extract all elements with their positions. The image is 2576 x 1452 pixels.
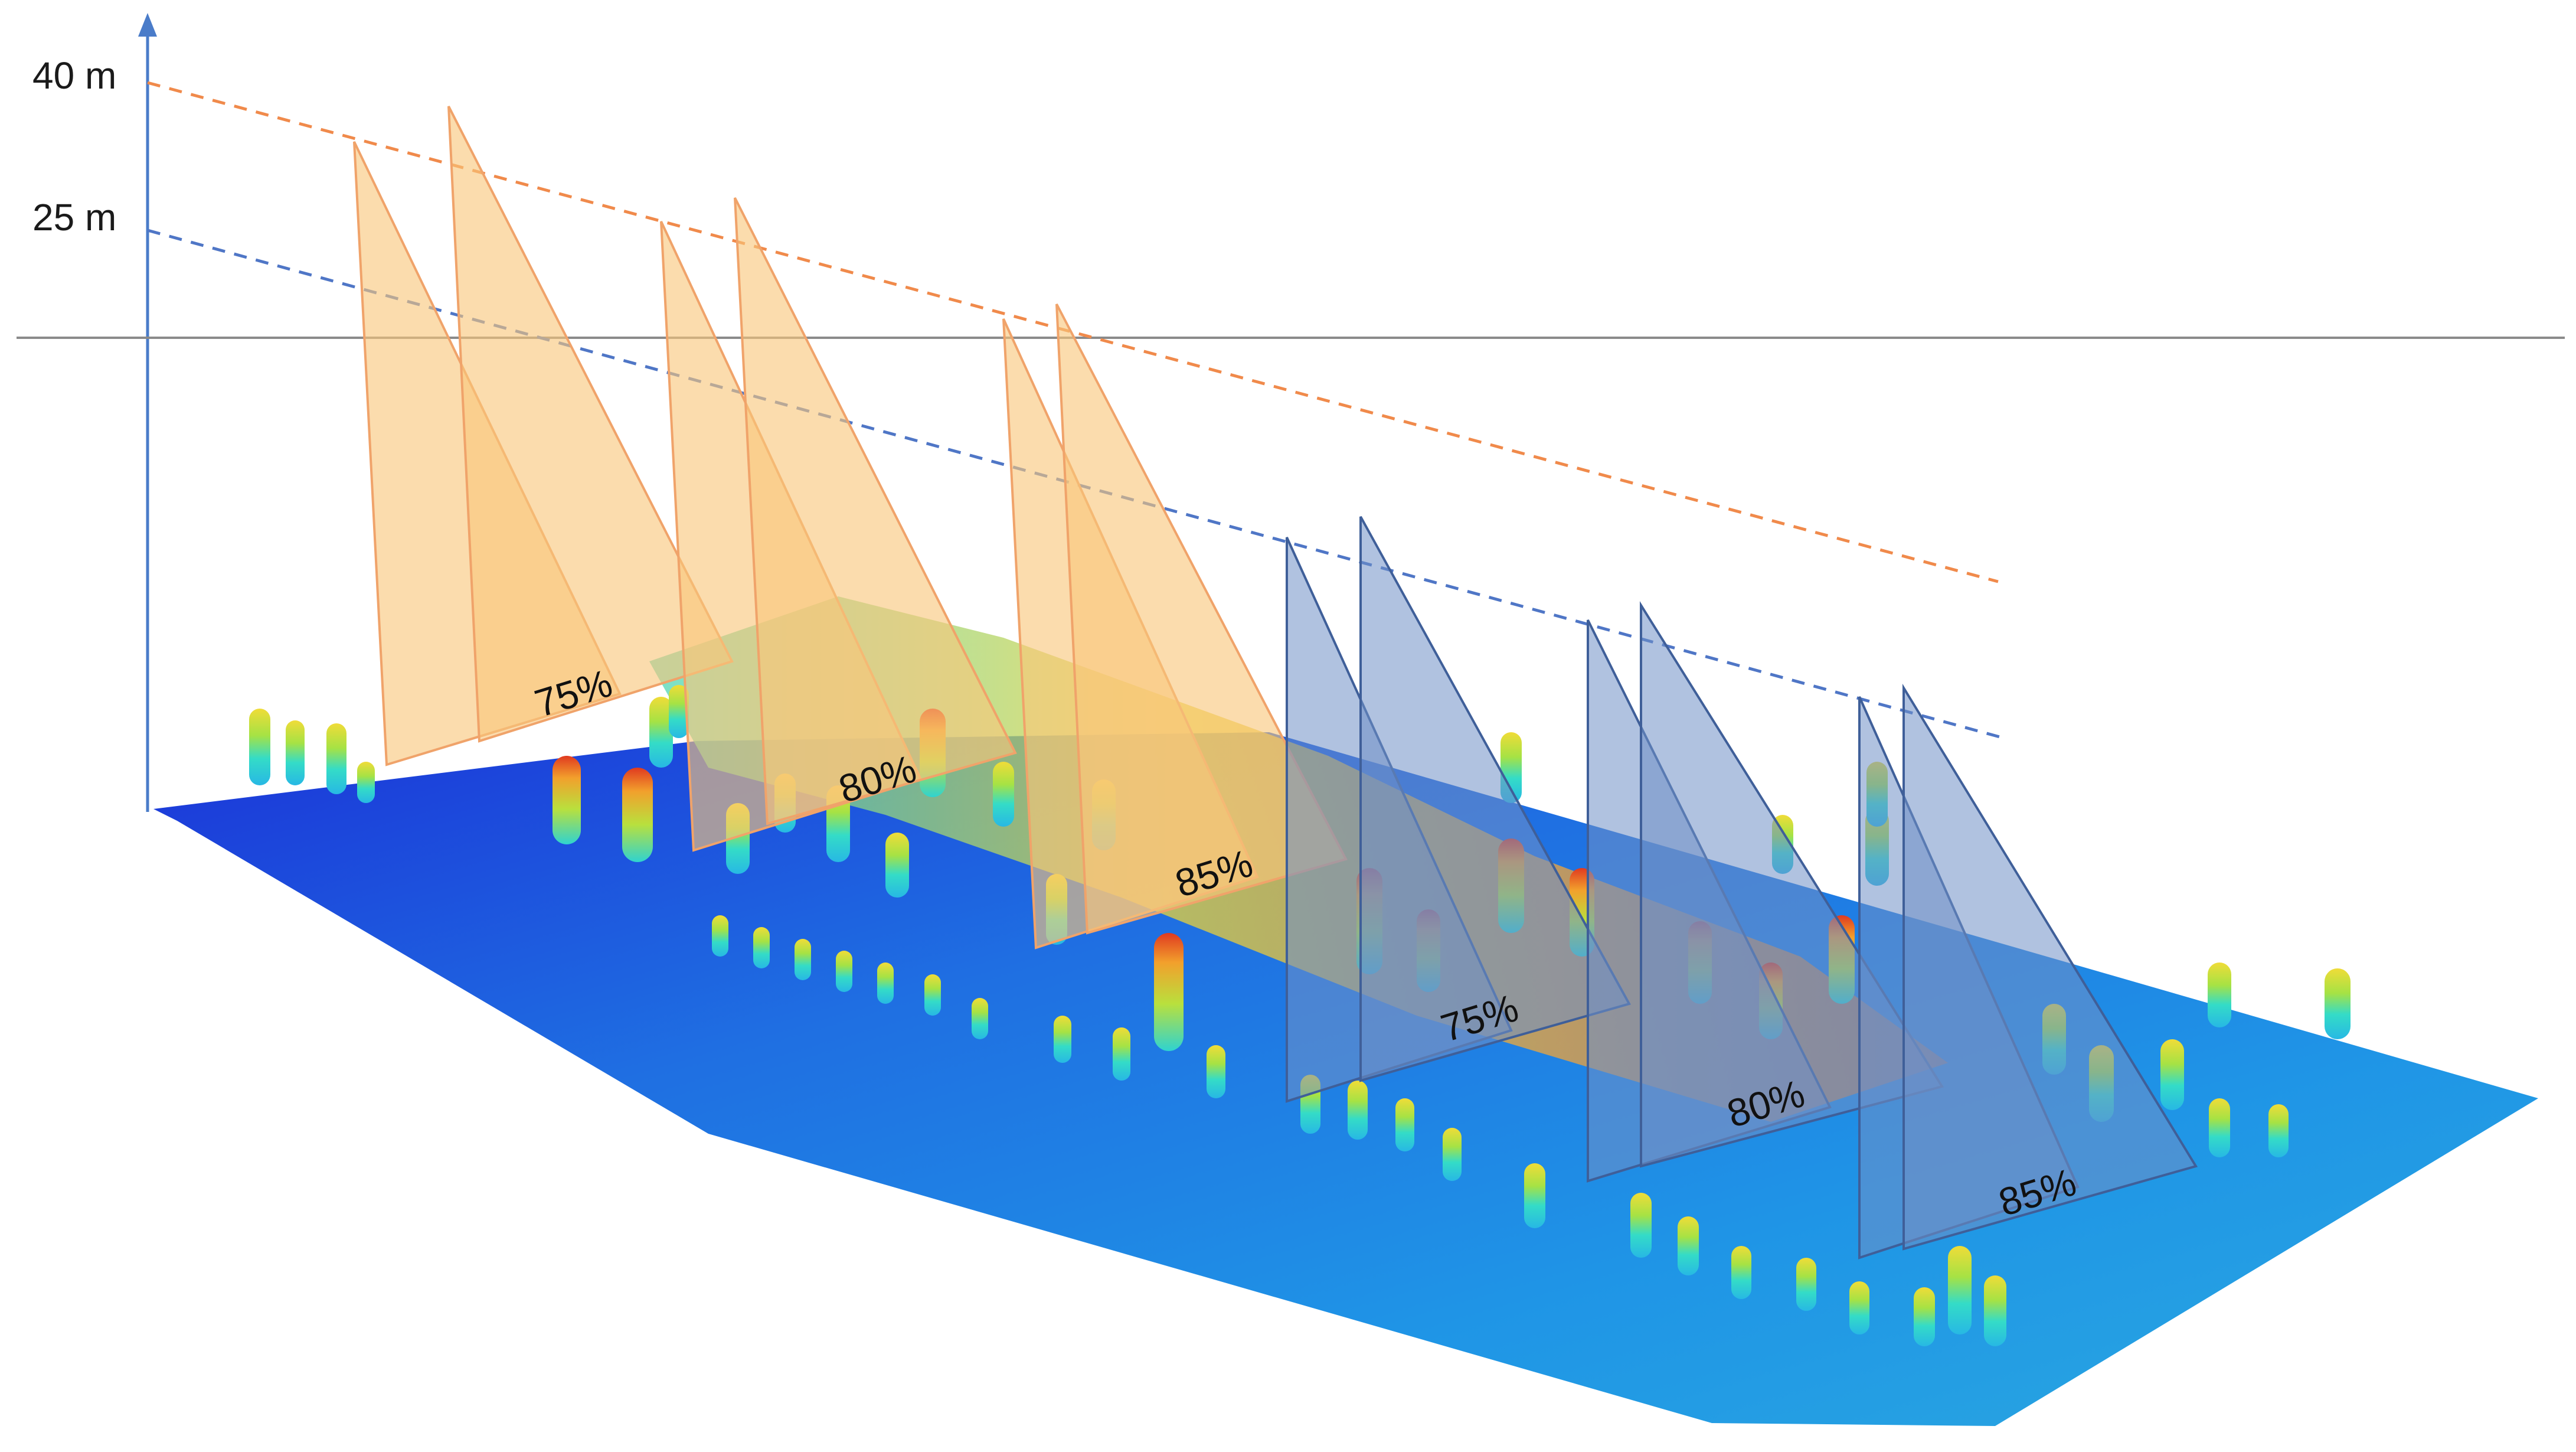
tree-crown	[1348, 1081, 1368, 1140]
tree-crown	[1678, 1216, 1699, 1275]
camera-footprint-25m-3-b	[1902, 683, 2198, 1251]
tree-crown	[1630, 1193, 1652, 1258]
tree-crown	[1443, 1128, 1462, 1181]
tree-crown	[885, 833, 909, 898]
tree-crown	[1113, 1027, 1130, 1081]
tree-crown	[753, 927, 770, 968]
tree-crown	[1948, 1246, 1972, 1334]
camera-footprint-40m-2-b	[734, 197, 1017, 825]
tree-crown	[1731, 1246, 1751, 1299]
tree-crown	[972, 998, 988, 1039]
camera-footprint-40m-1-b	[447, 106, 734, 743]
tree-crown	[924, 974, 941, 1016]
tree-crown	[795, 939, 811, 980]
tree-crown	[1395, 1098, 1414, 1151]
tree-crown	[836, 951, 852, 992]
tree-crown	[669, 685, 689, 738]
tree-crown	[326, 723, 346, 794]
tree-crown	[1914, 1287, 1935, 1346]
tree-crown	[1796, 1258, 1816, 1311]
camera-footprint-40m-3-b	[1055, 304, 1348, 935]
tree-crown	[877, 962, 894, 1004]
tree-crown	[2208, 962, 2231, 1027]
height-axis: 40 m 25 m	[32, 13, 157, 812]
camera-footprint-25m-1-b	[1359, 516, 1631, 1082]
axis-arrow-icon	[138, 13, 157, 37]
tree-crown	[712, 915, 728, 957]
height-line-25m	[147, 229, 2005, 740]
tree-crown	[1849, 1281, 1869, 1334]
tree-crown	[249, 709, 270, 785]
tree-crown	[993, 762, 1014, 827]
camera-footprints	[353, 106, 2198, 1260]
tree-crown	[357, 762, 375, 803]
tree-crown	[1154, 933, 1184, 1051]
tree-crown	[622, 768, 653, 862]
tree-crown	[1524, 1163, 1545, 1228]
tree-crown	[1984, 1275, 2006, 1346]
tree-crown	[2268, 1104, 2289, 1157]
tree-crown	[2209, 1098, 2230, 1157]
axis-label-25m: 25 m	[32, 196, 116, 239]
tree-crown	[2325, 968, 2351, 1039]
tree-crown	[286, 720, 305, 785]
tree-crown	[2160, 1039, 2184, 1110]
tree-crown	[1054, 1016, 1071, 1063]
tree-crown	[1207, 1045, 1225, 1098]
tree-crown	[649, 697, 673, 768]
axis-label-40m: 40 m	[32, 54, 116, 97]
tree-crown	[553, 756, 581, 844]
